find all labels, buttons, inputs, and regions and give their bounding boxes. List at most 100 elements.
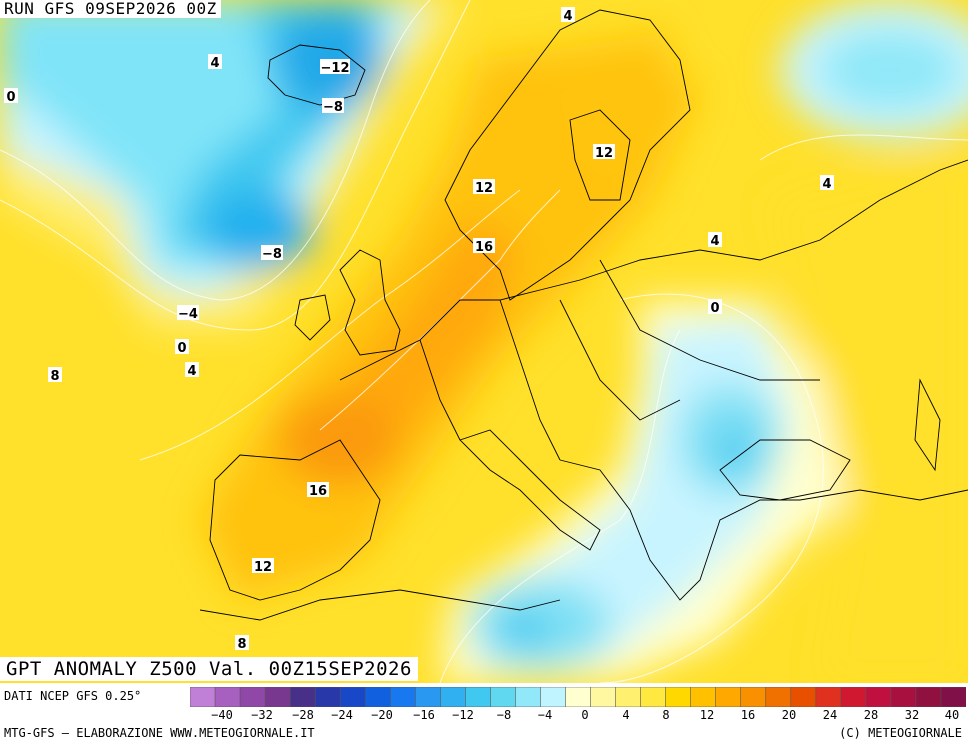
colorbar-tick-label: 32 bbox=[904, 708, 920, 722]
colorbar-swatch bbox=[840, 687, 867, 707]
colorbar bbox=[190, 687, 966, 707]
colorbar-tick-label: 8 bbox=[662, 708, 670, 722]
colorbar-swatch bbox=[214, 687, 241, 707]
contour-lines bbox=[0, 0, 968, 683]
colorbar-swatch bbox=[190, 687, 216, 707]
colorbar-swatch bbox=[740, 687, 767, 707]
colorbar-swatch bbox=[690, 687, 717, 707]
contour-label-bg bbox=[561, 7, 575, 22]
contour-label: −4 bbox=[178, 307, 198, 322]
contour-label-bg bbox=[4, 88, 18, 103]
colorbar-swatch bbox=[239, 687, 266, 707]
data-source-label: DATI NCEP GFS 0.25° bbox=[4, 689, 142, 703]
colorbar-tick-label: 20 bbox=[781, 708, 797, 722]
contour-label-bg bbox=[185, 362, 199, 377]
colorbar-swatch bbox=[915, 687, 942, 707]
contour-label: 4 bbox=[710, 234, 719, 249]
coastlines bbox=[199, 9, 968, 621]
contour-label: 8 bbox=[50, 369, 59, 384]
contour-label: 4 bbox=[187, 364, 196, 379]
contour-label: −8 bbox=[323, 100, 343, 115]
credit-right: (C) METEOGIORNALE bbox=[839, 726, 962, 740]
colorbar-tick-label: −40 bbox=[211, 708, 233, 722]
colorbar-swatch bbox=[339, 687, 367, 707]
colorbar-ticks: −40 −32 −28 −24 −20 −16 −12 −8 −4 0 4 8 12 16 20 24 28 32… bbox=[190, 708, 966, 724]
colorbar-tick-label: 28 bbox=[863, 708, 879, 722]
colorbar-swatch bbox=[665, 687, 692, 707]
contour-label-bg bbox=[473, 179, 495, 194]
colorbar-swatch bbox=[890, 687, 917, 707]
footer-panel: DATI NCEP GFS 0.25° −40 −32 −28 −24 −20 −16 −1… bbox=[0, 683, 968, 745]
colorbar-tick-label: 16 bbox=[740, 708, 756, 722]
colorbar-tick-label: 12 bbox=[699, 708, 715, 722]
contour-label: 16 bbox=[309, 484, 327, 499]
colorbar-swatch bbox=[414, 687, 442, 707]
colorbar-tick-label: 0 bbox=[581, 708, 589, 722]
contour-label: −8 bbox=[262, 247, 282, 262]
contour-label-bg bbox=[177, 305, 199, 320]
contour-label: 12 bbox=[254, 560, 272, 575]
colorbar-swatch bbox=[515, 687, 542, 707]
colorbar-swatch bbox=[615, 687, 642, 707]
colorbar-tick-label: −24 bbox=[331, 708, 353, 722]
contour-label: 4 bbox=[822, 177, 831, 192]
credit-left: MTG-GFS — ELABORAZIONE WWW.METEOGIORNALE… bbox=[4, 726, 315, 740]
contour-label-bg bbox=[320, 59, 350, 74]
colorbar-tick-label: −16 bbox=[413, 708, 435, 722]
contour-label: 16 bbox=[475, 240, 493, 255]
colorbar-swatch bbox=[364, 687, 392, 707]
colorbar-tick-label: −20 bbox=[371, 708, 393, 722]
contour-label: 4 bbox=[210, 56, 219, 71]
contour-label-bg bbox=[307, 482, 329, 497]
colorbar-swatch bbox=[490, 687, 517, 707]
contour-label-bg bbox=[48, 367, 62, 382]
contour-label-bg bbox=[708, 232, 722, 247]
colorbar-swatch bbox=[565, 687, 592, 707]
contour-label: 12 bbox=[475, 181, 493, 196]
colorbar-tick-label: 40 bbox=[944, 708, 960, 722]
colorbar-swatch bbox=[590, 687, 617, 707]
contour-label: 0 bbox=[710, 301, 719, 316]
colorbar-tick-label: −32 bbox=[251, 708, 273, 722]
contour-label: 0 bbox=[6, 90, 15, 105]
colorbar-tick-label: −28 bbox=[292, 708, 314, 722]
colorbar-swatch bbox=[640, 687, 667, 707]
colorbar-tick-label: −4 bbox=[537, 708, 553, 722]
colorbar-swatch bbox=[715, 687, 742, 707]
contour-label-bg bbox=[322, 98, 344, 113]
colorbar-swatch bbox=[815, 687, 842, 707]
contour-label-bg bbox=[208, 54, 222, 69]
contour-label: 8 bbox=[237, 637, 246, 652]
contour-label-bg bbox=[235, 635, 249, 650]
contour-label: 0 bbox=[177, 341, 186, 356]
chart-title: GPT ANOMALY Z500 Val. 00Z15SEP2026 bbox=[0, 657, 418, 681]
colorbar-swatch bbox=[289, 687, 316, 707]
colorbar-swatch bbox=[865, 687, 892, 707]
colorbar-swatch bbox=[540, 687, 567, 707]
colorbar-swatch bbox=[264, 687, 291, 707]
contour-label-bg bbox=[473, 238, 495, 253]
colorbar-tick-label: −8 bbox=[496, 708, 512, 722]
contour-label-bg bbox=[820, 175, 834, 190]
colorbar-swatch bbox=[314, 687, 341, 707]
contour-label-bg bbox=[252, 558, 274, 573]
contour-label: 4 bbox=[563, 9, 572, 24]
colorbar-tick-label: 4 bbox=[622, 708, 630, 722]
colorbar-swatch bbox=[440, 687, 467, 707]
contour-label-bg bbox=[261, 245, 283, 260]
colorbar-tick-label: −12 bbox=[452, 708, 474, 722]
contour-label-bg bbox=[593, 144, 615, 159]
run-label: RUN GFS 09SEP2026 00Z bbox=[0, 0, 221, 18]
colorbar-swatch bbox=[389, 687, 417, 707]
contour-label: 12 bbox=[595, 146, 613, 161]
colorbar-tick-label: 24 bbox=[822, 708, 838, 722]
colorbar-swatch bbox=[790, 687, 817, 707]
contour-label-bg bbox=[708, 299, 722, 314]
colorbar-swatch bbox=[940, 687, 966, 707]
colorbar-swatch bbox=[465, 687, 492, 707]
colorbar-swatch bbox=[765, 687, 792, 707]
contour-label: −12 bbox=[321, 61, 350, 76]
